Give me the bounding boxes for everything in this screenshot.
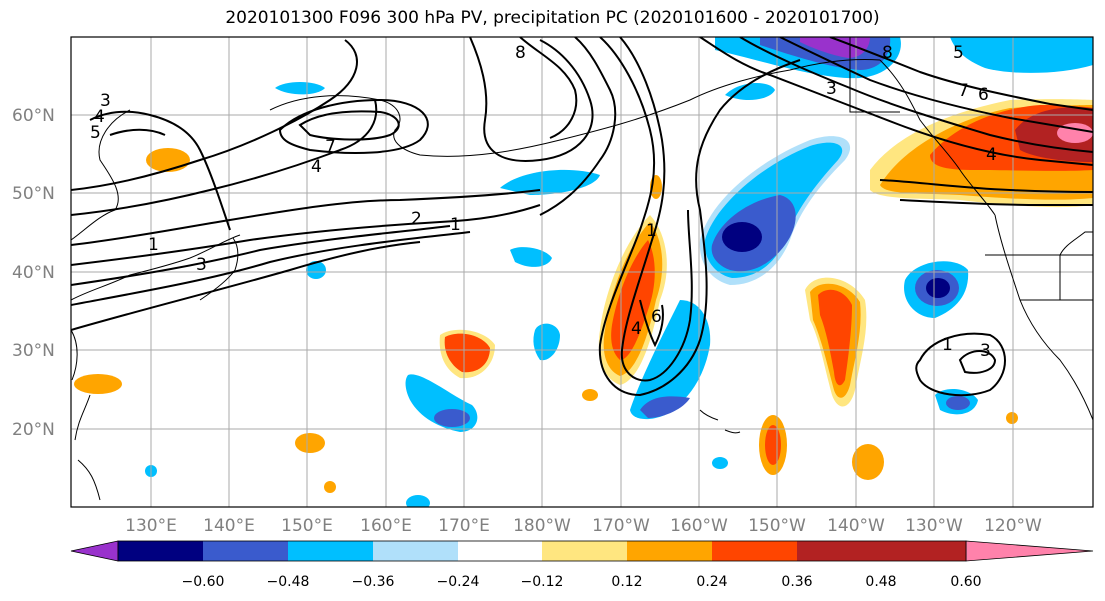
colorbar-segment xyxy=(797,541,881,561)
colorbar-tick-label: −0.48 xyxy=(267,574,310,590)
positive-pc-area xyxy=(765,425,781,465)
negative-pc-area xyxy=(725,83,775,101)
colorbar-labels: −0.60 −0.48 −0.36 −0.24 −0.12 0.12 0.24 … xyxy=(182,574,982,590)
contour-label: 3 xyxy=(826,79,837,99)
contour-label: 4 xyxy=(94,107,105,127)
lon-label: 130°E xyxy=(125,516,177,536)
contour-label: 7 xyxy=(958,81,969,101)
negative-pc-area xyxy=(275,82,325,95)
contour-label: 1 xyxy=(450,215,461,235)
positive-pc-area xyxy=(818,289,852,386)
lat-label: 40°N xyxy=(12,263,55,283)
colorbar-tick-label: 0.36 xyxy=(781,574,812,590)
colorbar-segment xyxy=(373,541,458,561)
positive-pc-area xyxy=(74,374,122,394)
colorbar-segment xyxy=(118,541,203,561)
contour-label: 3 xyxy=(980,341,991,361)
colorbar-tick-label: 0.24 xyxy=(696,574,727,590)
colorbar-segment xyxy=(288,541,373,561)
contour-label: 4 xyxy=(986,145,997,165)
colorbar-segment xyxy=(458,541,542,561)
positive-pc-area xyxy=(1006,412,1018,424)
contour-label: 5 xyxy=(90,123,101,143)
map-gridlines xyxy=(71,37,1093,507)
negative-pc-area xyxy=(722,222,762,252)
negative-pc-area xyxy=(640,396,690,418)
precipitation-pc-shading xyxy=(74,37,1093,507)
lat-label: 20°N xyxy=(12,420,55,440)
lon-label: 160°E xyxy=(360,516,412,536)
contour-label: 1 xyxy=(148,235,159,255)
lon-label: 150°E xyxy=(281,516,333,536)
colorbar-segment xyxy=(627,541,712,561)
negative-pc-area xyxy=(434,409,470,427)
pv-contours xyxy=(71,37,1093,397)
contour-label: 3 xyxy=(100,91,111,111)
colorbar-right-extension xyxy=(965,540,1094,562)
lon-label: 170°E xyxy=(438,516,490,536)
contour-label: 1 xyxy=(646,221,657,241)
colorbar-tick-label: 0.12 xyxy=(611,574,642,590)
negative-pc-area xyxy=(500,169,600,195)
colorbar-tick-label: −0.12 xyxy=(521,574,564,590)
negative-pc-area xyxy=(946,396,970,410)
map-title: 2020101300 F096 300 hPa PV, precipitatio… xyxy=(225,8,880,28)
lon-label: 150°W xyxy=(748,516,806,536)
contour-label: 4 xyxy=(631,319,642,339)
contour-label: 4 xyxy=(311,157,322,177)
contour-label: 5 xyxy=(953,43,964,63)
colorbar-tick-label: −0.60 xyxy=(182,574,225,590)
contour-label: 8 xyxy=(882,43,893,63)
colorbar-tick-label: −0.24 xyxy=(437,574,480,590)
longitude-labels: 130°E 140°E 150°E 160°E 170°E 180°W 170°… xyxy=(125,516,1042,536)
negative-pc-area xyxy=(630,300,711,420)
lon-label: 140°W xyxy=(827,516,885,536)
lon-label: 140°E xyxy=(203,516,255,536)
latitude-labels: 60°N 50°N 40°N 30°N 20°N xyxy=(12,106,55,440)
colorbar-tick-label: −0.36 xyxy=(352,574,395,590)
negative-pc-area xyxy=(926,278,950,298)
contour-label: 6 xyxy=(651,307,662,327)
colorbar-segment xyxy=(542,541,627,561)
negative-pc-area xyxy=(800,37,870,58)
colorbar: −0.60 −0.48 −0.36 −0.24 −0.12 0.12 0.24 … xyxy=(70,540,1094,590)
positive-pc-area xyxy=(444,333,490,373)
colorbar-segment xyxy=(881,541,966,561)
positive-pc-area xyxy=(146,148,190,172)
contour-label: 1 xyxy=(942,335,953,355)
negative-pc-area xyxy=(406,495,430,507)
colorbar-tick-label: 0.48 xyxy=(865,574,896,590)
negative-pc-area xyxy=(950,37,1093,73)
negative-pc-area xyxy=(306,261,326,279)
positive-pc-area xyxy=(582,389,598,401)
colorbar-outline xyxy=(117,540,967,562)
contour-label-group: 3 4 5 1 3 7 4 2 1 8 8 5 3 7 6 4 1 4 6 1 … xyxy=(90,43,997,361)
negative-pc-area xyxy=(712,457,728,469)
colorbar-left-extension xyxy=(70,540,119,562)
lon-label: 120°W xyxy=(984,516,1042,536)
positive-pc-area xyxy=(295,433,325,453)
lat-label: 30°N xyxy=(12,341,55,361)
map-frame xyxy=(70,36,1094,508)
contour-label: 2 xyxy=(411,209,422,229)
lon-label: 180°W xyxy=(513,516,571,536)
positive-pc-area xyxy=(324,481,336,493)
negative-pc-area xyxy=(510,247,552,267)
contour-label: 3 xyxy=(196,255,207,275)
colorbar-segment xyxy=(203,541,288,561)
positive-pc-area xyxy=(1015,107,1093,162)
lon-label: 170°W xyxy=(592,516,650,536)
lon-label: 130°W xyxy=(905,516,963,536)
contour-label: 7 xyxy=(325,137,336,157)
contour-label: 8 xyxy=(515,43,526,63)
contour-label: 6 xyxy=(978,85,989,105)
lat-label: 60°N xyxy=(12,106,55,126)
colorbar-segment xyxy=(712,541,797,561)
negative-pc-area xyxy=(533,323,560,361)
colorbar-tick-label: 0.60 xyxy=(950,574,981,590)
lon-label: 160°W xyxy=(670,516,728,536)
positive-pc-area xyxy=(852,444,884,480)
lat-label: 50°N xyxy=(12,184,55,204)
